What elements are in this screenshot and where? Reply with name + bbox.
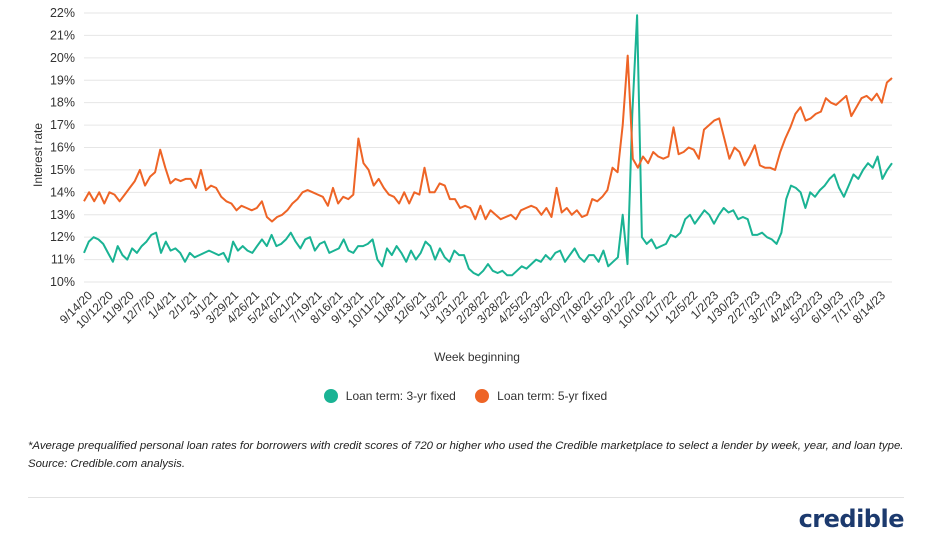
y-tick-label: 12% xyxy=(50,230,75,244)
x-axis-ticks: 9/14/2010/12/2011/9/2012/7/201/4/212/1/2… xyxy=(57,288,888,331)
legend: Loan term: 3-yr fixed Loan term: 5-yr fi… xyxy=(0,389,931,406)
legend-label-5yr: Loan term: 5-yr fixed xyxy=(497,389,608,403)
legend-swatch-5yr xyxy=(475,389,490,403)
divider xyxy=(28,497,904,498)
y-axis-title: Interest rate xyxy=(31,123,45,187)
legend-item-3yr[interactable]: Loan term: 3-yr fixed xyxy=(323,389,456,403)
gridlines xyxy=(84,12,892,283)
y-tick-label: 17% xyxy=(50,118,75,132)
y-tick-label: 21% xyxy=(50,28,75,42)
y-tick-label: 11% xyxy=(51,253,75,267)
legend-item-5yr[interactable]: Loan term: 5-yr fixed xyxy=(475,389,607,403)
y-tick-label: 10% xyxy=(50,275,75,289)
y-tick-label: 13% xyxy=(50,208,75,222)
y-tick-label: 16% xyxy=(50,141,75,155)
line-chart: 10%11%12%13%14%15%16%17%18%19%20%21%22% … xyxy=(31,6,893,364)
x-axis-title: Week beginning xyxy=(434,350,520,364)
legend-label-3yr: Loan term: 3-yr fixed xyxy=(345,389,456,403)
y-tick-label: 19% xyxy=(50,73,75,87)
y-tick-label: 15% xyxy=(50,163,75,177)
series-line-3yr xyxy=(83,14,893,277)
y-tick-label: 18% xyxy=(50,96,75,110)
y-tick-label: 14% xyxy=(50,185,75,199)
y-axis-ticks: 10% 11% 12% 13% 14% 15% 16% 17% 18% 19% 20% 21% 22% xyxy=(50,6,75,289)
credible-logo[interactable]: credible xyxy=(798,505,905,533)
series-line-5yr xyxy=(83,54,893,223)
series-lines xyxy=(83,14,893,277)
legend-swatch-3yr xyxy=(323,389,338,403)
y-tick-label: 22% xyxy=(50,6,75,20)
footnote: *Average prequalified personal loan rate… xyxy=(28,440,904,470)
y-tick-label: 20% xyxy=(50,51,75,65)
